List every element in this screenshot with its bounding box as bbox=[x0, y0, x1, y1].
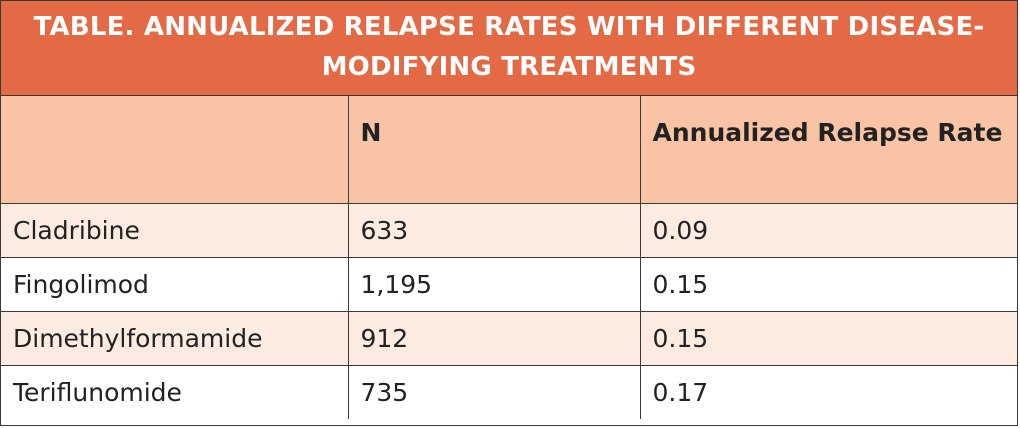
table-row: Teriflunomide 735 0.17 bbox=[1, 364, 1017, 419]
header-row: N Annualized Relapse Rate bbox=[1, 96, 1017, 204]
n-cell: 633 bbox=[347, 202, 641, 258]
treatment-cell: Teriflunomide bbox=[1, 364, 349, 419]
table-title: TABLE. ANNUALIZED RELAPSE RATES WITH DIF… bbox=[1, 1, 1017, 96]
n-cell: 735 bbox=[347, 364, 641, 419]
rate-cell: 0.17 bbox=[639, 364, 1017, 419]
header-cell-n: N bbox=[347, 96, 641, 204]
treatment-cell: Fingolimod bbox=[1, 256, 349, 312]
treatment-cell: Cladribine bbox=[1, 202, 349, 258]
rate-cell: 0.09 bbox=[639, 202, 1017, 258]
header-cell-treatment bbox=[1, 96, 349, 204]
n-cell: 912 bbox=[347, 310, 641, 366]
rate-cell: 0.15 bbox=[639, 256, 1017, 312]
table-row: Dimethylformamide 912 0.15 bbox=[1, 310, 1017, 366]
rate-cell: 0.15 bbox=[639, 310, 1017, 366]
table-row: Cladribine 633 0.09 bbox=[1, 202, 1017, 258]
table-row: Fingolimod 1,195 0.15 bbox=[1, 256, 1017, 312]
treatment-cell: Dimethylformamide bbox=[1, 310, 349, 366]
header-cell-relapse-rate: Annualized Relapse Rate bbox=[639, 96, 1017, 204]
data-table: N Annualized Relapse Rate Cladribine 633… bbox=[1, 96, 1017, 419]
n-cell: 1,195 bbox=[347, 256, 641, 312]
